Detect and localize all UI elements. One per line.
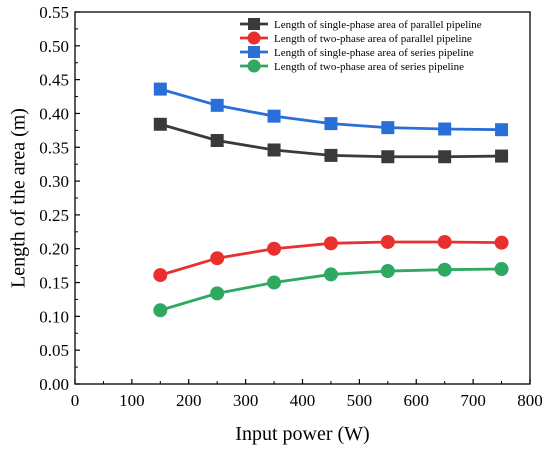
- x-tick-label: 300: [233, 391, 259, 410]
- y-tick-label: 0.30: [39, 172, 69, 191]
- y-tick-label: 0.10: [39, 307, 69, 326]
- legend-item-3: Length of single-phase area of series pi…: [240, 46, 474, 59]
- data-point: [381, 121, 395, 135]
- data-point: [210, 251, 225, 266]
- legend-label: Length of two-phase area of parallel pip…: [274, 33, 472, 45]
- series-1: [153, 117, 509, 164]
- data-point: [324, 117, 338, 131]
- y-axis-title: Length of the area (m): [8, 108, 30, 288]
- y-tick-label: 0.15: [39, 274, 69, 293]
- legend-item-4: Length of two-phase area of series pipel…: [240, 59, 464, 73]
- x-axis-title: Input power (W): [235, 423, 369, 445]
- data-point: [210, 286, 225, 301]
- data-point: [267, 143, 281, 157]
- legend-label: Length of single-phase area of series pi…: [274, 47, 474, 59]
- data-point: [437, 234, 452, 249]
- data-point: [495, 123, 509, 137]
- series-4: [153, 262, 509, 318]
- data-point: [494, 235, 509, 250]
- legend-marker: [247, 59, 261, 73]
- series-2: [153, 234, 509, 283]
- x-tick-label: 700: [460, 391, 486, 410]
- y-tick-label: 0.25: [39, 206, 69, 225]
- data-point: [437, 262, 452, 277]
- x-tick-label: 400: [290, 391, 316, 410]
- data-point: [210, 98, 224, 112]
- data-point: [267, 275, 282, 290]
- x-tick-label: 600: [404, 391, 430, 410]
- legend-marker: [248, 46, 260, 58]
- data-point: [153, 268, 168, 283]
- legend-item-2: Length of two-phase area of parallel pip…: [240, 31, 472, 45]
- data-point: [153, 82, 167, 96]
- y-tick-label: 0.45: [39, 71, 69, 90]
- y-tick-label: 0.40: [39, 104, 69, 123]
- data-point: [153, 303, 168, 318]
- legend-label: Length of single-phase area of parallel …: [274, 19, 482, 31]
- data-point: [380, 264, 395, 279]
- data-point: [210, 134, 224, 148]
- data-point: [324, 148, 338, 162]
- x-tick-label: 200: [176, 391, 202, 410]
- legend: Length of single-phase area of parallel …: [240, 18, 482, 73]
- data-point: [438, 150, 452, 164]
- series-layer: [153, 82, 509, 318]
- y-tick-label: 0.05: [39, 341, 69, 360]
- data-point: [323, 267, 338, 282]
- legend-item-1: Length of single-phase area of parallel …: [240, 18, 482, 31]
- y-tick-label: 0.20: [39, 240, 69, 259]
- x-axis: 0 100 200 300 400 500 600 700 800: [71, 379, 543, 410]
- data-point: [323, 236, 338, 251]
- series-3: [153, 82, 509, 137]
- y-tick-label: 0.35: [39, 138, 69, 157]
- legend-label: Length of two-phase area of series pipel…: [274, 61, 464, 73]
- data-point: [494, 262, 509, 277]
- y-tick-label: 0.00: [39, 375, 69, 394]
- data-point: [438, 122, 452, 136]
- data-point: [267, 109, 281, 123]
- data-point: [267, 241, 282, 256]
- x-tick-label: 500: [347, 391, 373, 410]
- data-point: [381, 150, 395, 164]
- legend-marker: [247, 31, 261, 45]
- x-tick-label: 800: [517, 391, 543, 410]
- y-tick-label: 0.50: [39, 37, 69, 56]
- x-tick-label: 100: [119, 391, 145, 410]
- y-axis: 0.00 0.05 0.10 0.15 0.20 0.25 0.30 0.35 0.40 0.45…: [39, 3, 80, 394]
- legend-marker: [248, 18, 260, 30]
- data-point: [380, 234, 395, 249]
- data-point: [153, 117, 167, 131]
- data-point: [495, 149, 509, 163]
- x-tick-label: 0: [71, 391, 80, 410]
- y-tick-label: 0.55: [39, 3, 69, 22]
